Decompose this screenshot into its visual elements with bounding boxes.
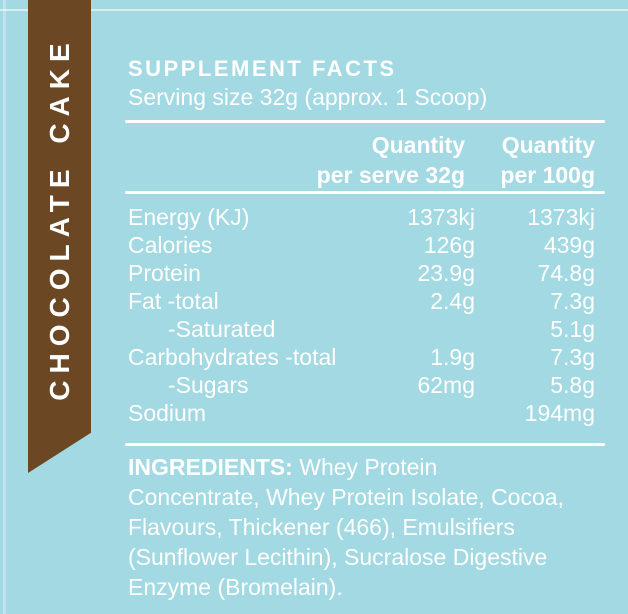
divider-top <box>125 120 605 123</box>
table-row: -Sugars 62mg 5.8g <box>128 371 605 399</box>
ingredients-text: Flavours, Thickener (466), Emulsifiers <box>128 514 515 540</box>
ingredients-text: Concentrate, Whey Protein Isolate, Cocoa… <box>128 484 564 510</box>
flavour-ribbon: CHOCOLATE CAKE <box>28 0 91 473</box>
serving-size-text: Serving size 32g (approx. 1 Scoop) <box>128 84 488 110</box>
table-row: Energy (KJ) 1373kj 1373kj <box>128 203 605 231</box>
ingredients-text: Whey Protein <box>299 454 438 480</box>
value-per-100g: 439g <box>543 232 595 258</box>
nutrient-name: Energy (KJ) <box>128 204 250 230</box>
nutrient-name: Carbohydrates -total <box>128 344 337 370</box>
nutrient-name: Protein <box>128 260 201 286</box>
nutrient-name: Sodium <box>128 400 206 426</box>
nutrient-name: -Saturated <box>168 316 276 342</box>
table-row: Fat -total 2.4g 7.3g <box>128 287 605 315</box>
table-row: Sodium 194mg <box>128 399 605 427</box>
column-header-line: Quantity <box>371 132 465 158</box>
ingredients-section: INGREDIENTS: Whey Protein Concentrate, W… <box>128 452 612 602</box>
table-row: -Saturated 5.1g <box>128 315 605 343</box>
nutrient-name: -Sugars <box>168 372 249 398</box>
panel-seam-horizontal <box>0 9 628 11</box>
value-per-100g: 5.1g <box>550 316 595 342</box>
value-per-serve <box>347 399 475 427</box>
table-row: Calories 126g 439g <box>128 231 605 259</box>
value-per-100g: 1373kj <box>527 204 595 230</box>
value-per-serve: 1.9g <box>430 344 475 370</box>
nutrient-name: Fat -total <box>128 288 219 314</box>
table-row: Carbohydrates -total 1.9g 7.3g <box>128 343 605 371</box>
ingredients-text: (Sunflower Lecithin), Sucralose Digestiv… <box>128 544 548 570</box>
value-per-serve <box>347 315 475 343</box>
ingredients-text: Enzyme (Bromelain). <box>128 574 343 600</box>
flavour-ribbon-label: CHOCOLATE CAKE <box>43 36 75 401</box>
value-per-100g: 7.3g <box>550 288 595 314</box>
value-per-serve: 23.9g <box>417 260 475 286</box>
value-per-100g: 74.8g <box>537 260 595 286</box>
value-per-serve: 126g <box>423 232 475 258</box>
nutrition-table: Energy (KJ) 1373kj 1373kj Calories 126g … <box>128 203 605 427</box>
ingredients-label: INGREDIENTS: <box>128 454 293 480</box>
value-per-100g: 7.3g <box>550 344 595 370</box>
divider-bottom <box>125 443 605 446</box>
column-header-per-100g: Quantity per 100g <box>500 130 595 190</box>
divider-header <box>125 191 605 194</box>
column-header-line: per serve 32g <box>316 162 465 188</box>
value-per-serve: 1373kj <box>407 204 475 230</box>
nutrient-name: Calories <box>128 232 213 258</box>
table-row: Protein 23.9g 74.8g <box>128 259 605 287</box>
column-header-line: per 100g <box>500 162 595 188</box>
column-header-line: Quantity <box>501 132 595 158</box>
value-per-100g: 5.8g <box>550 372 595 398</box>
panel-seam-vertical <box>3 0 6 614</box>
value-per-serve: 2.4g <box>430 288 475 314</box>
value-per-serve: 62mg <box>417 372 475 398</box>
column-header-per-serve: Quantity per serve 32g <box>317 130 465 190</box>
value-per-100g: 194mg <box>524 400 595 426</box>
supplement-facts-title: SUPPLEMENT FACTS <box>128 56 397 81</box>
facts-panel: SUPPLEMENT FACTS Serving size 32g (appro… <box>125 0 605 614</box>
